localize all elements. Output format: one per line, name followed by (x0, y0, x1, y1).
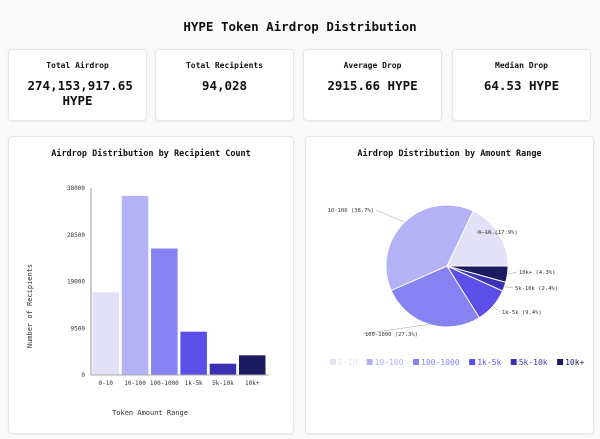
legend-label-100-1000: 100-1000 (421, 358, 460, 367)
legend-label-1k-5k: 1k-5k (477, 358, 501, 367)
stat-card-total-airdrop: Total Airdrop 274,153,917.65 HYPE (8, 49, 147, 121)
legend-swatch (510, 359, 517, 365)
pie-slice-label: 10-100 (38.7%) (328, 208, 374, 214)
stat-card-total-recipients: Total Recipients 94,028 (155, 49, 294, 121)
legend-label-5k-10k: 5k-10k (519, 358, 548, 367)
stat-label: Median Drop (495, 61, 548, 70)
legend-swatch (366, 359, 373, 365)
stat-label: Total Airdrop (46, 61, 109, 70)
pie-slice-label: 5k-10k (2.4%) (515, 286, 558, 292)
bar-0-10 (92, 292, 119, 375)
pie-slice-100-1000 (390, 265, 481, 328)
x-tick-label: 5k-10k (212, 380, 234, 387)
legend-label-10-100: 10-100 (375, 358, 404, 367)
bar-10k+ (239, 355, 266, 375)
stat-card-average-drop: Average Drop 2915.66 HYPE (303, 49, 442, 121)
bar-chart-card: Airdrop Distribution by Recipient Count (8, 136, 294, 434)
legend-swatch (469, 359, 476, 365)
pie-slice-label: 10k+ (4.3%) (519, 270, 555, 276)
stat-label: Total Recipients (185, 61, 264, 70)
pie-chart-title: Airdrop Distribution by Amount Range (357, 149, 542, 159)
pie-slice-label: 100-1000 (27.3%) (365, 332, 418, 338)
y-axis-label: Number of Recipients (26, 264, 34, 348)
bar-100-1000 (151, 248, 178, 375)
stat-value: 2915.66 HYPE (327, 78, 418, 93)
bar-10-100 (121, 195, 149, 375)
pie-slice-label: 1k-5k (9.4%) (502, 310, 542, 316)
pie-label-leader (475, 231, 499, 234)
pie-label-leader (507, 271, 518, 275)
x-tick-label: 0-10 (99, 380, 114, 387)
legend-label-0-10: 0-10 (338, 358, 357, 367)
x-tick-label: 1k-5k (185, 380, 203, 387)
dashboard-title: HYPE Token Airdrop Distribution (183, 19, 417, 34)
legend-swatch (413, 359, 419, 365)
stat-label: Average Drop (343, 61, 402, 70)
pie-slice-10-100 (385, 204, 474, 292)
x-axis-label: Token Amount Range (112, 409, 188, 417)
y-tick-label: 19000 (67, 279, 85, 286)
pie-slice-10k+ (446, 265, 509, 283)
stat-card-median-drop: Median Drop 64.53 HYPE (452, 49, 591, 121)
y-tick-label: 38000 (67, 185, 85, 192)
x-tick-label: 10k+ (245, 380, 260, 387)
stat-value: 274,153,917.65 HYPE (27, 78, 133, 108)
pie-label-leader (375, 209, 405, 223)
stat-value: 64.53 HYPE (483, 78, 560, 93)
y-tick-label: 0 (81, 372, 85, 379)
stat-value: 94,028 (201, 78, 248, 93)
legend-label-10k+: 10k+ (565, 358, 584, 367)
y-tick-label: 9500 (71, 325, 86, 332)
pie-label-leader (492, 305, 501, 313)
x-tick-label: 100-1000 (150, 380, 179, 387)
bar-chart-title: Airdrop Distribution by Recipient Count (51, 149, 251, 159)
pie-label-leader (362, 324, 430, 335)
bar-5k-10k (209, 363, 237, 375)
bar-1k-5k (180, 331, 207, 375)
legend-swatch (557, 359, 564, 365)
pie-slice-label: 0-10 (17.9%) (478, 230, 518, 236)
x-tick-label: 10-100 (124, 380, 146, 387)
pie-label-leader (504, 286, 514, 289)
y-tick-label: 28500 (67, 232, 85, 239)
legend-swatch (330, 359, 336, 365)
